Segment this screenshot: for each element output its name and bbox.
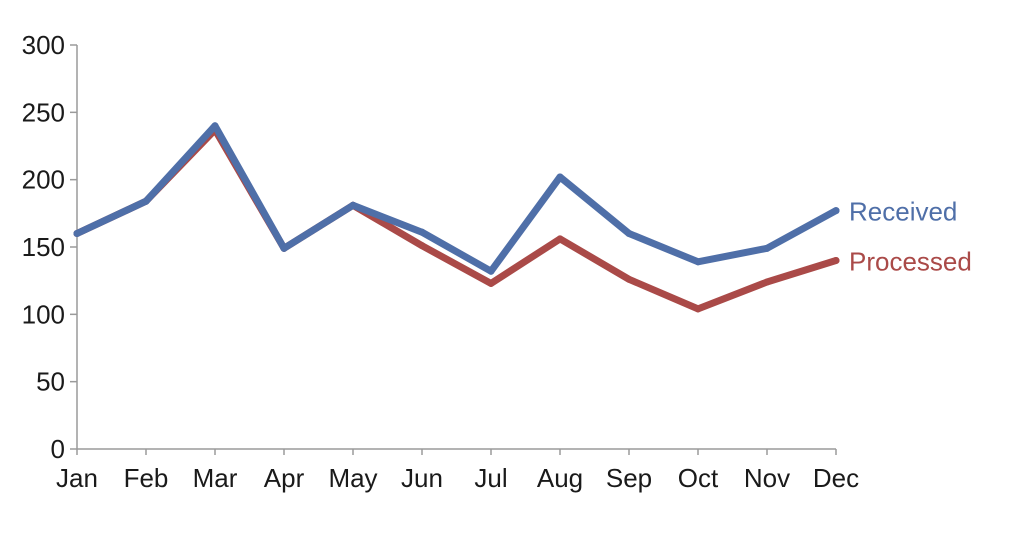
data-point-received [832, 207, 840, 215]
y-tick-label: 250 [22, 97, 65, 127]
data-point-processed [832, 256, 840, 264]
x-tick-label: Jun [401, 463, 443, 493]
x-tick-label: Oct [678, 463, 719, 493]
data-point-received [487, 267, 495, 275]
y-axis: 0 50 100 150 200 250 300 [22, 30, 78, 464]
y-tick-label: 0 [51, 434, 65, 464]
data-point-received [556, 173, 564, 181]
data-point-received [349, 201, 357, 209]
x-tick-label: Mar [193, 463, 238, 493]
y-tick-label: 150 [22, 232, 65, 262]
x-tick-label: Feb [124, 463, 169, 493]
y-tick-label: 50 [36, 367, 65, 397]
data-point-received [73, 230, 81, 238]
data-point-processed [763, 278, 771, 286]
data-point-received [625, 230, 633, 238]
data-point-received [763, 244, 771, 252]
y-tick-label: 100 [22, 299, 65, 329]
series-line-received [73, 122, 840, 275]
x-tick-label: Apr [264, 463, 305, 493]
series-label-received: Received [849, 197, 957, 227]
x-tick-label: Jul [474, 463, 507, 493]
x-tick-label: Dec [813, 463, 859, 493]
series-label-processed: Processed [849, 246, 972, 276]
data-point-received [418, 228, 426, 236]
data-point-processed [625, 275, 633, 283]
x-tick-label: Sep [606, 463, 652, 493]
x-axis: Jan Feb Mar Apr May Jun Jul Aug Sep Oct Nov Dec [56, 448, 859, 493]
data-point-received [142, 197, 150, 205]
x-tick-label: Aug [537, 463, 583, 493]
data-point-processed [487, 279, 495, 287]
data-point-received [211, 122, 219, 130]
series-group [73, 122, 840, 313]
y-tick-label: 200 [22, 165, 65, 195]
data-point-processed [694, 305, 702, 313]
data-point-received [694, 258, 702, 266]
y-tick-label: 300 [22, 30, 65, 60]
data-point-processed [418, 242, 426, 250]
series-labels: Received Processed [849, 197, 972, 277]
x-tick-label: May [328, 463, 377, 493]
data-point-processed [556, 235, 564, 243]
x-tick-label: Jan [56, 463, 98, 493]
x-tick-label: Nov [744, 463, 790, 493]
data-point-received [280, 244, 288, 252]
